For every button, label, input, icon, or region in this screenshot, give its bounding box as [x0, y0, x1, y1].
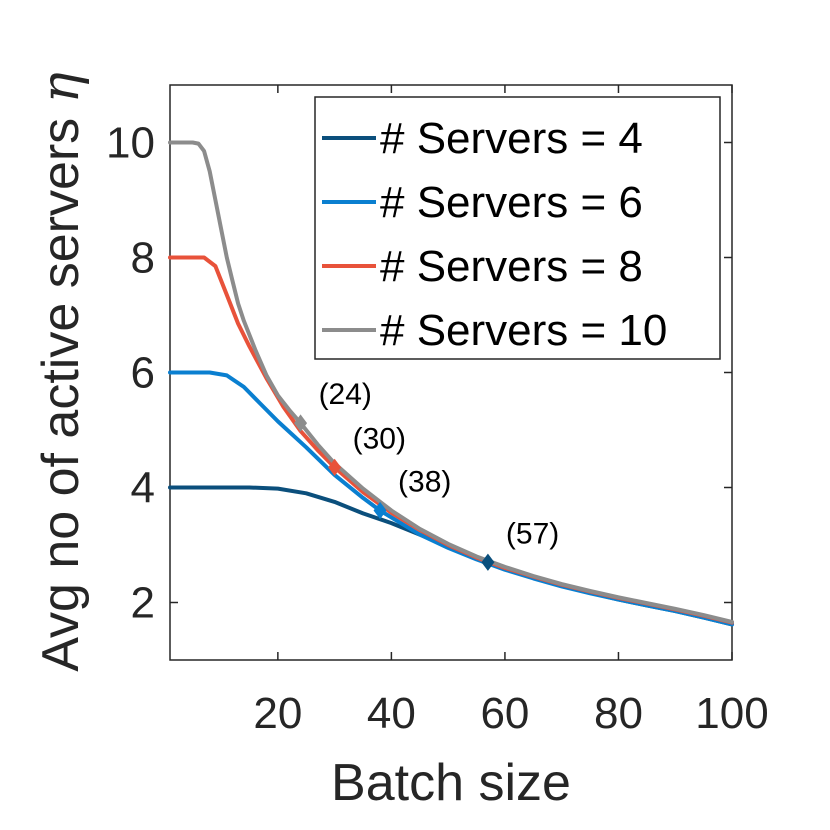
x-tick-label: 60	[480, 689, 529, 738]
x-tick-label: 80	[594, 689, 643, 738]
y-axis-label-symbol: η	[31, 72, 91, 103]
y-tick-label: 2	[131, 579, 155, 628]
y-tick-label: 6	[131, 349, 155, 398]
marker-6-servers	[373, 501, 387, 520]
marker-10-servers	[294, 414, 308, 432]
legend-label: # Servers = 10	[380, 306, 667, 355]
legend-label: # Servers = 8	[380, 242, 643, 291]
marker-annotation: (30)	[353, 422, 406, 455]
y-axis-label-text: Avg no of active servers	[32, 118, 90, 672]
marker-8-servers	[328, 458, 342, 477]
series-lines	[168, 140, 734, 627]
legend: # Servers = 4 # Servers = 6 # Servers = 8 #…	[314, 96, 721, 360]
y-axis-label: Avg no of active servers η	[31, 72, 91, 672]
series-line-10-servers	[168, 140, 734, 624]
y-tick-label: 4	[131, 464, 155, 513]
x-tick-label: 100	[695, 689, 768, 738]
marker-4-servers	[481, 553, 495, 571]
legend-box	[314, 96, 721, 360]
marker-annotation: (57)	[506, 517, 559, 550]
marker-annotation: (24)	[319, 378, 372, 411]
y-tick-label: 8	[131, 234, 155, 283]
x-axis-ticks: 20 40 60 80 100	[253, 85, 769, 738]
y-axis-ticks: 2 4 6 8 10	[106, 119, 732, 628]
marker-annotation: (38)	[398, 466, 451, 499]
x-tick-label: 20	[253, 689, 302, 738]
legend-label: # Servers = 4	[380, 114, 643, 163]
legend-label: # Servers = 6	[380, 178, 643, 227]
series-markers: (57) (38) (30) (24)	[294, 378, 559, 571]
x-axis-label: Batch size	[331, 754, 571, 812]
y-tick-label: 10	[106, 119, 155, 168]
x-tick-label: 40	[367, 689, 416, 738]
